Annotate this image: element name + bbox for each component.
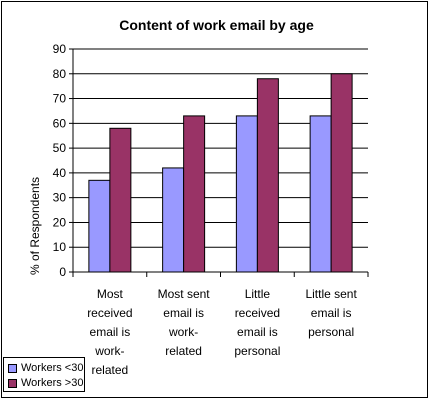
legend-label-over-30: Workers >30 bbox=[21, 377, 84, 389]
x-category-label-line: Little sent bbox=[305, 287, 357, 301]
legend-label-under-30: Workers <30 bbox=[21, 362, 84, 374]
x-category-label-line: related bbox=[91, 363, 129, 377]
y-tick-label: 20 bbox=[53, 215, 67, 229]
x-category-label-line: work- bbox=[168, 325, 199, 339]
bar-over-30 bbox=[256, 78, 279, 273]
bar-over-30 bbox=[109, 127, 132, 273]
y-tick-label: 70 bbox=[53, 92, 67, 106]
x-category-label-line: personal bbox=[308, 325, 355, 339]
x-category-label-line: related bbox=[165, 344, 202, 358]
y-tick-label: 90 bbox=[53, 42, 67, 56]
x-category-label-line: received bbox=[87, 306, 133, 320]
legend-swatch-under-30 bbox=[8, 363, 17, 373]
x-category-label-line: email is bbox=[310, 306, 352, 320]
x-category-label-line: Most bbox=[96, 287, 123, 301]
x-category-label: Little sent email is personal bbox=[294, 285, 368, 342]
y-tick-label: 50 bbox=[53, 141, 67, 155]
x-category-label-line: email is bbox=[237, 325, 278, 339]
x-category-label-line: email is bbox=[89, 325, 131, 339]
x-category-label-line: personal bbox=[234, 344, 281, 358]
bar-under-30 bbox=[309, 115, 332, 273]
legend-item-under-30: Workers <30 bbox=[8, 361, 83, 375]
x-category-label: Most received email is work-related bbox=[73, 285, 147, 380]
x-category-label-line: received bbox=[234, 306, 281, 320]
bar-under-30 bbox=[235, 115, 258, 273]
x-category-label-line: Little bbox=[244, 287, 271, 301]
bar-over-30 bbox=[330, 73, 353, 273]
bar-over-30 bbox=[183, 115, 206, 273]
chart-title: Content of work email by age bbox=[119, 17, 314, 33]
chart-frame bbox=[1, 1, 428, 398]
x-category-label-line: email is bbox=[163, 306, 204, 320]
x-category-label: Little received email is personal bbox=[220, 285, 294, 361]
y-tick-label: 10 bbox=[53, 240, 67, 254]
x-category-label: Most sent email is work-related bbox=[147, 285, 221, 361]
legend: Workers <30 Workers >30 bbox=[3, 357, 85, 392]
x-category-label-line: Most sent bbox=[157, 287, 210, 301]
bar-under-30 bbox=[162, 167, 185, 273]
y-tick-label: 0 bbox=[59, 265, 66, 279]
legend-item-over-30: Workers >30 bbox=[8, 376, 83, 390]
bar-under-30 bbox=[88, 179, 111, 273]
y-tick-label: 80 bbox=[53, 67, 67, 81]
y-tick-label: 30 bbox=[53, 191, 67, 205]
x-category-label-line: work- bbox=[95, 344, 125, 358]
y-tick-label: 60 bbox=[53, 116, 67, 130]
y-tick-label: 40 bbox=[53, 166, 67, 180]
legend-swatch-over-30 bbox=[8, 378, 17, 388]
